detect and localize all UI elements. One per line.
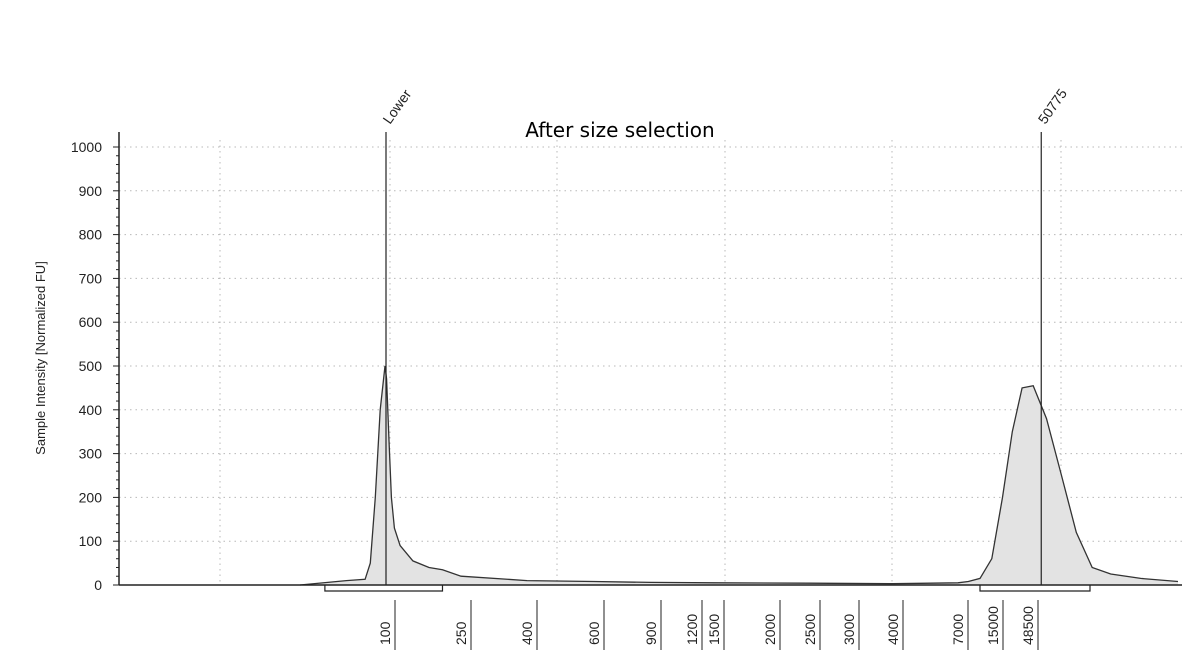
x-tick-label: 4000 (885, 614, 901, 645)
y-tick-label: 100 (79, 533, 103, 549)
x-tick-label: 1500 (706, 614, 722, 645)
trace-area (299, 365, 1179, 586)
trace-line (299, 365, 1179, 586)
y-axis-ticks: 0 100 200 300 400 500 600 700 800 900 1000 (71, 139, 119, 593)
axes (118, 132, 1182, 586)
y-tick-label: 400 (79, 402, 103, 418)
y-tick-label: 700 (79, 270, 103, 286)
x-axis-ticks: 100 250 400 600 900 1200 1500 2000 2500 3000 4000 7… (377, 600, 1039, 650)
x-tick-label: 900 (643, 621, 659, 645)
x-tick-label: 3000 (841, 614, 857, 645)
y-axis-label: Sample Intensity [Normalized FU] (33, 261, 48, 455)
peak-region-bracket (979, 584, 1091, 592)
x-tick-label: 2000 (762, 614, 778, 645)
peak-label: 50775 (1035, 85, 1071, 126)
x-tick-label: 2500 (802, 614, 818, 645)
x-tick-label: 15000 (985, 606, 1001, 645)
x-tick-label: 48500 (1020, 606, 1036, 645)
y-tick-label: 300 (79, 446, 103, 462)
y-tick-label: 500 (79, 358, 103, 374)
chart-title: After size selection (525, 118, 714, 142)
x-tick-label: 400 (519, 621, 535, 645)
peak-regions (324, 584, 1091, 592)
x-tick-label: 1200 (684, 614, 700, 645)
x-tick-label: 100 (377, 621, 393, 645)
y-tick-label: 800 (79, 227, 103, 243)
peak-markers: Lower 50775 (379, 85, 1070, 585)
y-tick-label: 600 (79, 314, 103, 330)
y-tick-label: 200 (79, 489, 103, 505)
peak-region-bracket (324, 584, 444, 592)
y-tick-label: 900 (79, 183, 103, 199)
y-tick-label: 1000 (71, 139, 102, 155)
x-tick-label: 600 (586, 621, 602, 645)
peak-label: Lower (379, 86, 414, 127)
x-tick-label: 250 (453, 621, 469, 645)
x-tick-label: 7000 (950, 614, 966, 645)
y-tick-label: 0 (94, 577, 102, 593)
trace-fill (300, 366, 1178, 585)
